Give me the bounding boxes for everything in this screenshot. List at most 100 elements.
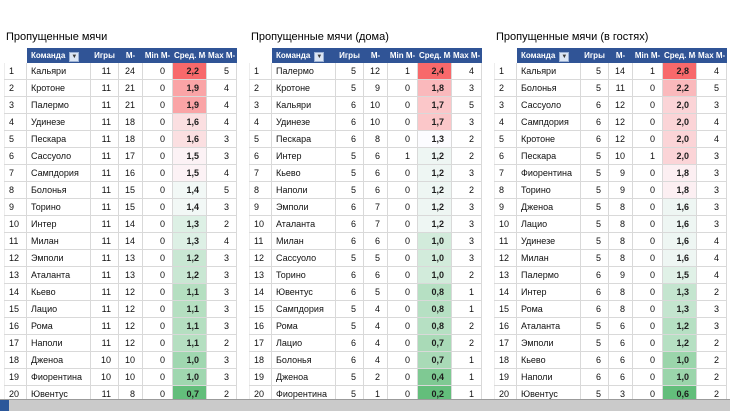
cell-max-goals[interactable]: 3: [696, 198, 727, 216]
cell-team[interactable]: Болонья: [26, 181, 91, 199]
cell-games[interactable]: 6: [580, 130, 609, 148]
cell-team[interactable]: Кальяри: [271, 96, 336, 114]
cell-rank[interactable]: 6: [4, 147, 27, 165]
cell-goals-against[interactable]: 17: [118, 147, 143, 165]
filter-dropdown-icon[interactable]: ▼: [314, 52, 325, 62]
cell-min-goals[interactable]: 0: [387, 96, 418, 114]
cell-goals-against[interactable]: 5: [363, 249, 388, 267]
cell-min-goals[interactable]: 0: [632, 334, 663, 352]
cell-min-goals[interactable]: 0: [387, 113, 418, 131]
column-header-goals[interactable]: М-: [363, 48, 388, 63]
cell-rank[interactable]: 4: [4, 113, 27, 131]
column-header-team[interactable]: Команда ▼: [516, 48, 581, 63]
cell-max-goals[interactable]: 2: [451, 334, 482, 352]
cell-rank[interactable]: 15: [4, 300, 27, 318]
cell-games[interactable]: 11: [90, 317, 119, 335]
cell-games[interactable]: 5: [335, 164, 364, 182]
cell-team[interactable]: Аталанта: [26, 266, 91, 284]
cell-avg-goals[interactable]: 0,7: [172, 385, 207, 403]
cell-games[interactable]: 11: [90, 283, 119, 301]
cell-games[interactable]: 10: [90, 351, 119, 369]
cell-avg-goals[interactable]: 0,8: [417, 317, 452, 335]
cell-goals-against[interactable]: 12: [608, 130, 633, 148]
cell-team[interactable]: Сассуоло: [26, 147, 91, 165]
cell-goals-against[interactable]: 11: [608, 79, 633, 97]
cell-rank[interactable]: 7: [4, 164, 27, 182]
cell-max-goals[interactable]: 2: [696, 334, 727, 352]
cell-avg-goals[interactable]: 1,3: [417, 130, 452, 148]
cell-avg-goals[interactable]: 1,0: [417, 266, 452, 284]
cell-games[interactable]: 5: [580, 249, 609, 267]
cell-games[interactable]: 5: [335, 300, 364, 318]
cell-games[interactable]: 5: [335, 147, 364, 165]
cell-min-goals[interactable]: 0: [387, 249, 418, 267]
cell-rank[interactable]: 5: [4, 130, 27, 148]
cell-max-goals[interactable]: 3: [696, 181, 727, 199]
cell-avg-goals[interactable]: 1,0: [417, 249, 452, 267]
cell-max-goals[interactable]: 3: [696, 164, 727, 182]
cell-games[interactable]: 6: [335, 232, 364, 250]
column-header-goals[interactable]: М-: [118, 48, 143, 63]
cell-min-goals[interactable]: 0: [142, 385, 173, 403]
cell-min-goals[interactable]: 0: [387, 317, 418, 335]
cell-games[interactable]: 5: [580, 385, 609, 403]
cell-min-goals[interactable]: 0: [142, 300, 173, 318]
cell-min-goals[interactable]: 0: [142, 368, 173, 386]
cell-min-goals[interactable]: 0: [142, 79, 173, 97]
cell-team[interactable]: Дженоа: [516, 198, 581, 216]
cell-rank[interactable]: 2: [4, 79, 27, 97]
cell-goals-against[interactable]: 12: [363, 62, 388, 80]
cell-team[interactable]: Дженоа: [26, 351, 91, 369]
cell-avg-goals[interactable]: 2,0: [662, 96, 697, 114]
cell-team[interactable]: Сампдория: [271, 300, 336, 318]
cell-goals-against[interactable]: 9: [608, 164, 633, 182]
cell-avg-goals[interactable]: 0,7: [417, 351, 452, 369]
cell-min-goals[interactable]: 0: [387, 351, 418, 369]
cell-goals-against[interactable]: 9: [363, 79, 388, 97]
cell-games[interactable]: 11: [90, 96, 119, 114]
cell-games[interactable]: 11: [90, 164, 119, 182]
cell-min-goals[interactable]: 0: [142, 215, 173, 233]
cell-avg-goals[interactable]: 1,5: [172, 147, 207, 165]
cell-goals-against[interactable]: 14: [118, 215, 143, 233]
cell-goals-against[interactable]: 15: [118, 181, 143, 199]
cell-min-goals[interactable]: 0: [142, 62, 173, 80]
cell-min-goals[interactable]: 1: [632, 147, 663, 165]
cell-min-goals[interactable]: 0: [387, 198, 418, 216]
cell-min-goals[interactable]: 0: [387, 385, 418, 403]
cell-goals-against[interactable]: 24: [118, 62, 143, 80]
cell-team[interactable]: Рома: [516, 300, 581, 318]
cell-min-goals[interactable]: 0: [632, 300, 663, 318]
cell-min-goals[interactable]: 0: [142, 283, 173, 301]
cell-team[interactable]: Ювентус: [516, 385, 581, 403]
cell-rank[interactable]: 15: [494, 300, 517, 318]
cell-games[interactable]: 5: [580, 317, 609, 335]
cell-min-goals[interactable]: 0: [632, 96, 663, 114]
cell-team[interactable]: Наполи: [26, 334, 91, 352]
cell-goals-against[interactable]: 16: [118, 164, 143, 182]
cell-rank[interactable]: 7: [494, 164, 517, 182]
cell-goals-against[interactable]: 12: [608, 113, 633, 131]
cell-max-goals[interactable]: 3: [696, 96, 727, 114]
cell-games[interactable]: 5: [335, 181, 364, 199]
cell-max-goals[interactable]: 4: [206, 96, 237, 114]
cell-team[interactable]: Аталанта: [271, 215, 336, 233]
cell-min-goals[interactable]: 0: [142, 96, 173, 114]
cell-avg-goals[interactable]: 2,2: [172, 62, 207, 80]
cell-rank[interactable]: 14: [249, 283, 272, 301]
cell-games[interactable]: 6: [580, 351, 609, 369]
cell-team[interactable]: Торино: [26, 198, 91, 216]
cell-min-goals[interactable]: 1: [387, 62, 418, 80]
cell-team[interactable]: Эмполи: [516, 334, 581, 352]
cell-min-goals[interactable]: 0: [142, 317, 173, 335]
cell-team[interactable]: Милан: [516, 249, 581, 267]
cell-goals-against[interactable]: 9: [608, 181, 633, 199]
cell-goals-against[interactable]: 8: [608, 300, 633, 318]
cell-goals-against[interactable]: 10: [118, 368, 143, 386]
cell-avg-goals[interactable]: 1,6: [172, 130, 207, 148]
cell-max-goals[interactable]: 3: [206, 147, 237, 165]
cell-rank[interactable]: 6: [494, 147, 517, 165]
cell-goals-against[interactable]: 6: [608, 317, 633, 335]
cell-games[interactable]: 5: [335, 368, 364, 386]
cell-goals-against[interactable]: 6: [363, 147, 388, 165]
